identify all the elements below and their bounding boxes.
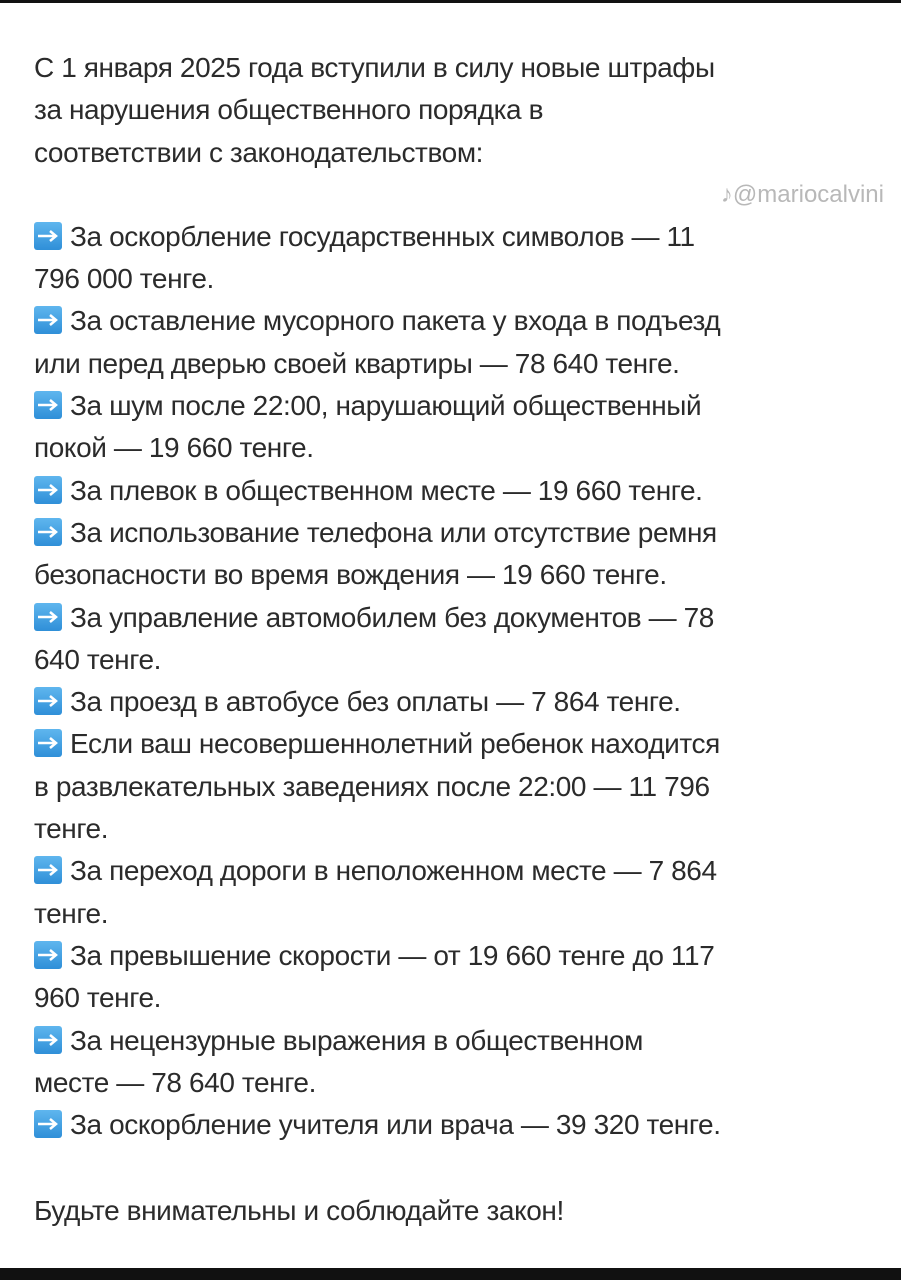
top-border xyxy=(0,0,901,3)
fine-item-line: покой — 19 660 тенге. xyxy=(34,427,884,469)
fine-item-text: в развлекательных заведениях после 22:00… xyxy=(34,770,710,802)
fine-item-line: тенге. xyxy=(34,893,884,935)
fine-item-text: 960 тенге. xyxy=(34,982,161,1014)
fine-item: За оставление мусорного пакета у входа в… xyxy=(34,300,884,385)
fine-item-text: За оскорбление учителя или врача — 39 32… xyxy=(70,1109,721,1141)
fine-item-line: За плевок в общественном месте — 19 660 … xyxy=(34,470,884,512)
fine-item-line: За управление автомобилем без документов… xyxy=(34,597,884,639)
intro-line: соответствии с законодательством: xyxy=(34,136,484,168)
fine-item-line: За оскорбление учителя или врача — 39 32… xyxy=(34,1104,884,1146)
right-arrow-icon xyxy=(34,1025,62,1054)
fine-item-line: 796 000 тенге. xyxy=(34,258,884,300)
closing-line: Будьте внимательны и соблюдайте закон! xyxy=(34,1195,564,1227)
fine-item-text: За шум после 22:00, нарушающий обществен… xyxy=(70,390,702,422)
fine-item-text: 796 000 тенге. xyxy=(34,263,214,295)
fine-item: За проезд в автобусе без оплаты — 7 864 … xyxy=(34,681,884,723)
intro-line: за нарушения общественного порядка в xyxy=(34,94,544,126)
tiktok-logo-icon: ♪ xyxy=(720,180,733,208)
fine-item-text: За оскорбление государственных символов … xyxy=(70,220,695,252)
right-arrow-icon xyxy=(34,221,62,250)
fine-item-line: или перед дверью своей квартиры — 78 640… xyxy=(34,343,884,385)
right-arrow-icon xyxy=(34,517,62,546)
right-arrow-icon xyxy=(34,856,62,885)
fine-item-text: За плевок в общественном месте — 19 660 … xyxy=(70,474,703,506)
fine-item-line: За использование телефона или отсутствие… xyxy=(34,512,884,554)
fine-item-line: За оскорбление государственных символов … xyxy=(34,216,884,258)
fine-item-text: За использование телефона или отсутствие… xyxy=(70,516,717,548)
spacer: ♪@mariocalvini xyxy=(34,174,884,216)
fine-item-text: тенге. xyxy=(34,897,109,929)
fine-item-text: За управление автомобилем без документов… xyxy=(70,601,714,633)
right-arrow-icon xyxy=(34,1110,62,1139)
fine-item-text: 640 тенге. xyxy=(34,643,161,675)
watermark: ♪@mariocalvini xyxy=(721,180,884,210)
fine-item-line: За шум после 22:00, нарушающий обществен… xyxy=(34,385,884,427)
fine-item-line: 960 тенге. xyxy=(34,977,884,1019)
bottom-border xyxy=(0,1268,901,1280)
fine-item: Если ваш несовершеннолетний ребенок нахо… xyxy=(34,723,884,850)
intro-line: С 1 января 2025 года вступили в силу нов… xyxy=(34,52,715,83)
fine-item: За шум после 22:00, нарушающий обществен… xyxy=(34,385,884,470)
right-arrow-icon xyxy=(34,729,62,758)
fine-item-text: За нецензурные выражения в общественном xyxy=(70,1024,643,1056)
right-arrow-icon xyxy=(34,602,62,631)
fine-item: За превышение скорости — от 19 660 тенге… xyxy=(34,935,884,1020)
fines-list: За оскорбление государственных символов … xyxy=(34,216,884,1147)
fine-item-line: За оставление мусорного пакета у входа в… xyxy=(34,300,884,342)
fine-item: За нецензурные выражения в общественном м… xyxy=(34,1020,884,1105)
fine-item: За управление автомобилем без документов… xyxy=(34,597,884,682)
fine-item-line: Если ваш несовершеннолетний ребенок нахо… xyxy=(34,723,884,765)
fine-item: За плевок в общественном месте — 19 660 … xyxy=(34,470,884,512)
fine-item-line: За переход дороги в неположенном месте —… xyxy=(34,850,884,892)
right-arrow-icon xyxy=(34,940,62,969)
fine-item-text: безопасности во время вождения — 19 660 … xyxy=(34,559,667,591)
fine-item-text: За превышение скорости — от 19 660 тенге… xyxy=(70,939,715,971)
fine-item-text: или перед дверью своей квартиры — 78 640… xyxy=(34,347,680,379)
fine-item-line: тенге. xyxy=(34,808,884,850)
fine-item-text: За переход дороги в неположенном месте —… xyxy=(70,855,717,887)
fine-item-line: За нецензурные выражения в общественном xyxy=(34,1020,884,1062)
right-arrow-icon xyxy=(34,306,62,335)
fine-item-line: 640 тенге. xyxy=(34,639,884,681)
fine-item: За оскорбление учителя или врача — 39 32… xyxy=(34,1104,884,1146)
fine-item-line: За проезд в автобусе без оплаты — 7 864 … xyxy=(34,681,884,723)
watermark-text: @mariocalvini xyxy=(732,180,884,208)
fine-item: За переход дороги в неположенном месте —… xyxy=(34,850,884,935)
fine-item: За оскорбление государственных символов … xyxy=(34,216,884,301)
fine-item-text: За проезд в автобусе без оплаты — 7 864 … xyxy=(70,686,681,718)
fine-item-text: Если ваш несовершеннолетний ребенок нахо… xyxy=(70,728,720,760)
fine-item-line: За превышение скорости — от 19 660 тенге… xyxy=(34,935,884,977)
fine-item-text: тенге. xyxy=(34,813,109,845)
post-text: С 1 января 2025 года вступили в силу нов… xyxy=(34,47,884,1233)
right-arrow-icon xyxy=(34,391,62,420)
fine-item-text: покой — 19 660 тенге. xyxy=(34,432,314,464)
fine-item: За использование телефона или отсутствие… xyxy=(34,512,884,597)
intro-paragraph: С 1 января 2025 года вступили в силу нов… xyxy=(34,47,884,174)
right-arrow-icon xyxy=(34,687,62,716)
fine-item-line: месте — 78 640 тенге. xyxy=(34,1062,884,1104)
right-arrow-icon xyxy=(34,475,62,504)
fine-item-text: За оставление мусорного пакета у входа в… xyxy=(70,305,721,337)
fine-item-text: месте — 78 640 тенге. xyxy=(34,1066,316,1098)
fine-item-line: безопасности во время вождения — 19 660 … xyxy=(34,554,884,596)
fine-item-line: в развлекательных заведениях после 22:00… xyxy=(34,766,884,808)
